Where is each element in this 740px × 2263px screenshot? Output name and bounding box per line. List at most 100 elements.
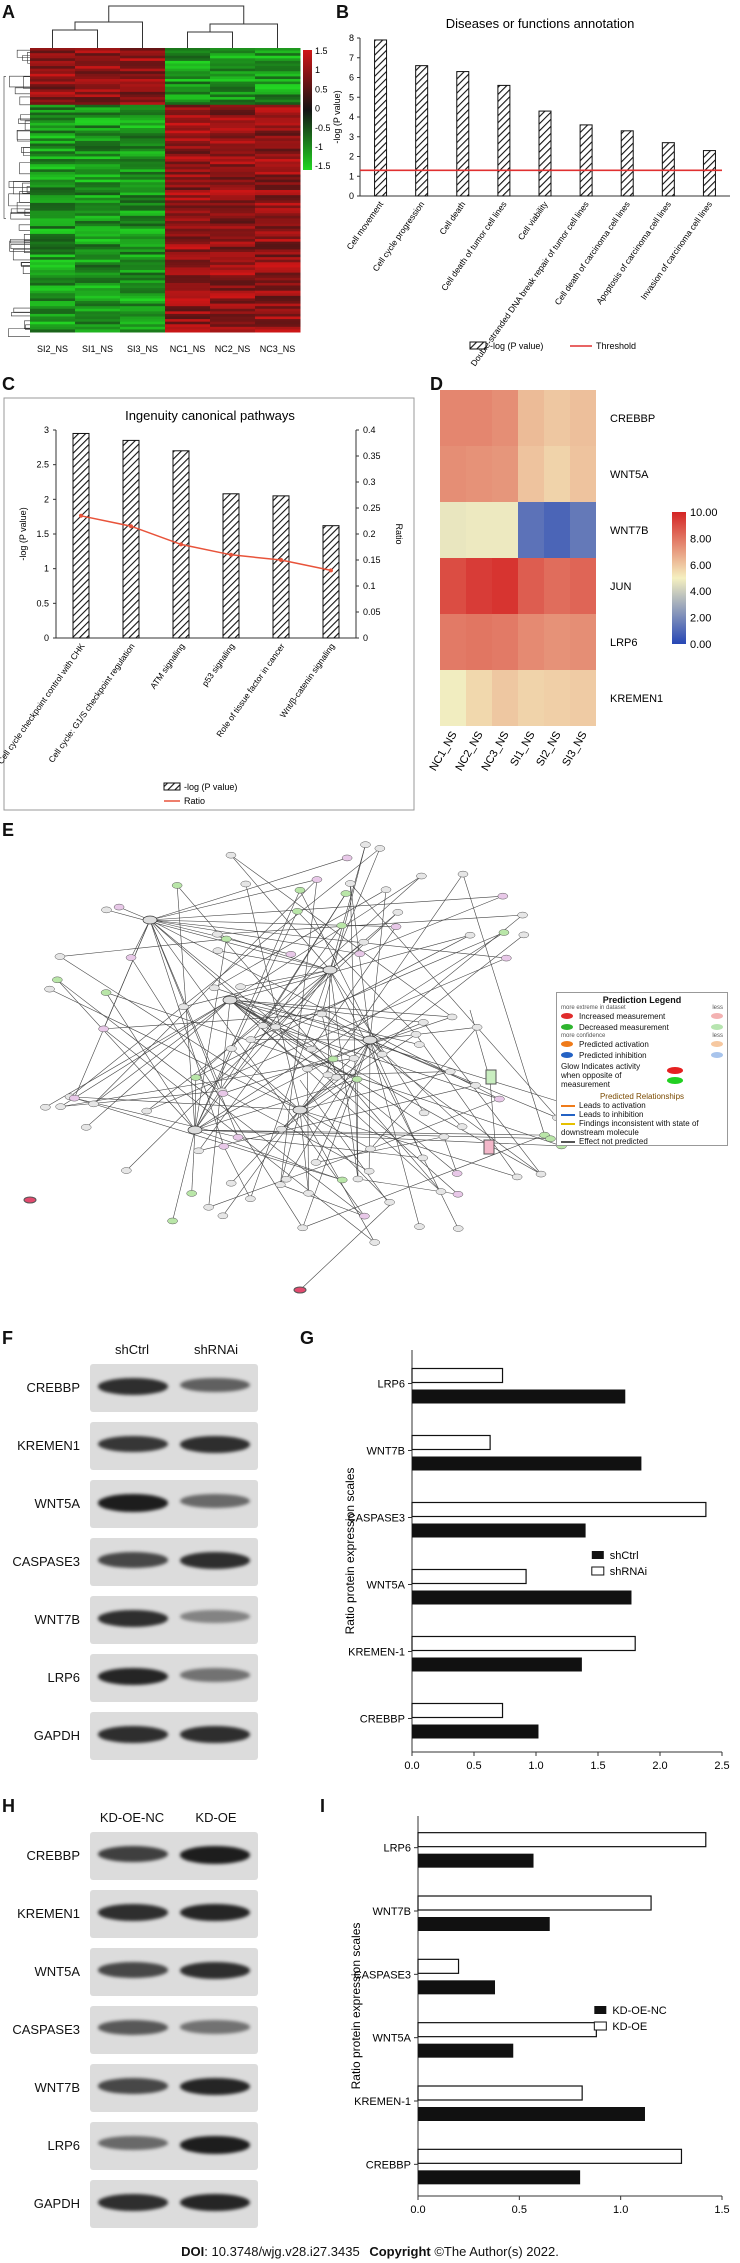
heatmap-cell: [120, 298, 166, 302]
heatmap-cell: [30, 202, 76, 206]
edge: [93, 999, 231, 1105]
heatmap-cell: [165, 112, 211, 116]
heatmap-cell: [165, 140, 211, 145]
edge: [329, 969, 459, 1229]
blot-row-label: KREMEN1: [17, 1906, 80, 1921]
heatmap-cell: [75, 192, 121, 196]
blot-band: [180, 2020, 250, 2034]
heatmap-cell: [75, 241, 121, 245]
heatmap-cell: [165, 272, 211, 276]
bar: [122, 439, 140, 639]
legend-label: KD-OE: [612, 2021, 647, 2033]
heatmap-cell: [30, 236, 76, 240]
heatmap-cell: [255, 81, 301, 85]
legend-less-1: less: [712, 1005, 723, 1011]
edge: [149, 919, 459, 1195]
heatmap-cell: [165, 125, 211, 129]
heatmap-cell: [75, 316, 121, 320]
edge: [149, 919, 225, 1147]
heatmap-cell: [75, 288, 121, 292]
network-node: [88, 1100, 99, 1108]
heatmap-cell: [30, 208, 76, 212]
heatmap-cell: [255, 128, 301, 132]
heatmap-cell: [255, 151, 301, 155]
heatmap-cell: [120, 128, 166, 132]
heatmap-cell: [165, 236, 211, 240]
heatmap-cell: [75, 161, 121, 165]
legend-more-confidence: more confidence: [561, 1033, 606, 1039]
ratio-point: [229, 552, 233, 557]
heatmap-cell: [165, 94, 211, 98]
heatmap-cell: [120, 48, 166, 52]
edge: [57, 979, 196, 1131]
category-label: ATM signaling: [148, 641, 187, 691]
heatmap-cell: [255, 218, 301, 222]
edge: [231, 1048, 301, 1111]
network-node: [212, 930, 223, 938]
heatmap-cell: [120, 272, 166, 276]
heatmap-cell: [120, 130, 166, 134]
heatmap-cell: [255, 138, 301, 142]
heatmap-cell: [165, 254, 211, 258]
heatmap-cell: [120, 138, 166, 142]
heatmap-cell: [165, 329, 211, 333]
heatmap-cell: [255, 298, 301, 302]
legend-swatch-bar: [163, 782, 181, 791]
heatmap-cell: [165, 159, 211, 163]
heatmap-cell: [255, 190, 301, 194]
heatmap-cell: [210, 262, 256, 266]
edge: [250, 932, 505, 1040]
scale-tick-label: -0.5: [315, 123, 330, 133]
heatmap-cell: [255, 143, 301, 147]
y2-tick-label: 0.15: [363, 555, 381, 565]
dendro-branch: [16, 130, 30, 140]
network-node: [511, 1173, 523, 1181]
heatmap-cell: [75, 182, 121, 186]
blot-band: [180, 2078, 250, 2096]
heatmap-cell: [30, 192, 76, 196]
heatmap-cell: [30, 184, 76, 188]
heatmap-cell: [210, 220, 256, 225]
heatmap-cell: [120, 257, 166, 261]
legend-label-bar: -log (P value): [184, 782, 237, 792]
heatmap-cell: [165, 164, 211, 168]
heatmap-cell: [165, 285, 211, 289]
bar-KD-OE-NC: [418, 2043, 514, 2058]
edge: [70, 1096, 301, 1111]
edge: [214, 889, 387, 989]
heatmap-cell: [75, 146, 121, 150]
row-dendrogram: [3, 49, 30, 337]
heatmap-cell: [255, 267, 301, 271]
blot-row-label: LRP6: [47, 1670, 80, 1685]
heatmap-cell: [75, 58, 121, 62]
heatmap-cell: [30, 138, 76, 142]
edge: [299, 1079, 391, 1206]
heatmap-cell: [30, 267, 76, 271]
heatmap-cell: [30, 228, 76, 232]
heatmap-cell: [120, 306, 166, 310]
blot-band: [98, 1610, 168, 1627]
heatmap-cell: [165, 76, 211, 80]
heatmap-cell: [75, 270, 121, 274]
bar-KD-OE: [417, 1958, 460, 1974]
heatmap-cell: [120, 251, 166, 256]
heatmap-cell: [75, 159, 121, 163]
bar: [322, 525, 340, 639]
bar: [374, 39, 388, 197]
network-node: [390, 923, 402, 930]
heatmap-cell: [120, 174, 166, 178]
heatmap-cell: [75, 239, 121, 243]
category-label: Invasion of carcinoma cell lines: [638, 199, 714, 301]
network-node: [276, 1125, 287, 1133]
category-label: WNT5A: [367, 1580, 406, 1592]
category-label: Cell death: [437, 199, 467, 236]
edge: [198, 969, 331, 1151]
heatmap-cell: [492, 558, 518, 614]
blot-band: [180, 1494, 250, 1508]
heatmap-cell: [75, 104, 121, 108]
category-label: KREMEN-1: [354, 2096, 411, 2108]
heatmap-cell: [165, 107, 211, 111]
dendro-branch: [24, 120, 30, 131]
edge: [250, 969, 331, 1199]
heatmap-cell: [120, 264, 166, 268]
